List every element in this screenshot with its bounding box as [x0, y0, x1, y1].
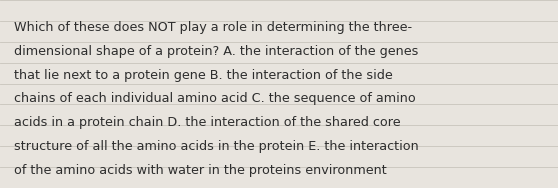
Text: Which of these does NOT play a role in determining the three-: Which of these does NOT play a role in d…: [14, 21, 412, 34]
Text: that lie next to a protein gene B. the interaction of the side: that lie next to a protein gene B. the i…: [14, 68, 393, 82]
Text: chains of each individual amino acid C. the sequence of amino: chains of each individual amino acid C. …: [14, 92, 416, 105]
Text: structure of all the amino acids in the protein E. the interaction: structure of all the amino acids in the …: [14, 140, 418, 153]
Text: of the amino acids with water in the proteins environment: of the amino acids with water in the pro…: [14, 164, 387, 177]
Text: acids in a protein chain D. the interaction of the shared core: acids in a protein chain D. the interact…: [14, 116, 401, 129]
Text: dimensional shape of a protein? A. the interaction of the genes: dimensional shape of a protein? A. the i…: [14, 45, 418, 58]
